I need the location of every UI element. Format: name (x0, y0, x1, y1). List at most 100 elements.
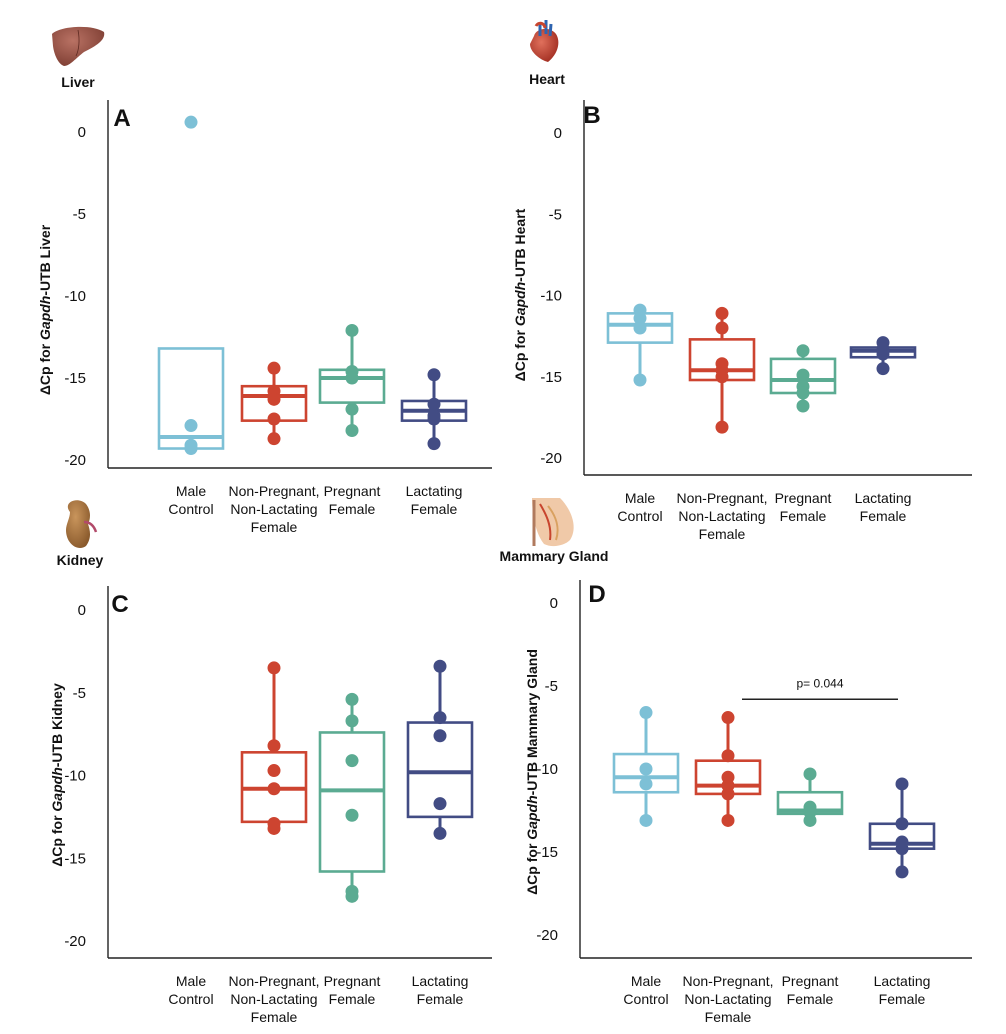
data-point (433, 797, 447, 811)
data-point (715, 420, 729, 434)
box (318, 731, 386, 873)
y-tick-label: -15 (540, 369, 562, 386)
x-tick-label: Male (625, 490, 656, 506)
x-tick-label: Male (631, 973, 662, 989)
x-tick-label: Control (168, 501, 213, 517)
data-point (267, 412, 281, 426)
x-tick-label: Pregnant (782, 973, 839, 989)
panel-letter: B (583, 102, 600, 129)
data-point (267, 432, 281, 446)
y-axis-title-suffix: -UTB Mammary Gland (524, 649, 540, 795)
y-axis-title-suffix: -UTB Kidney (49, 683, 65, 767)
y-tick-label: -5 (73, 685, 86, 702)
x-tick-label: Non-Lactating (230, 991, 317, 1007)
data-point (345, 323, 359, 337)
y-tick-label: -5 (545, 678, 558, 695)
x-tick-label: Pregnant (324, 973, 381, 989)
data-point (345, 423, 359, 437)
data-point (895, 842, 909, 856)
data-point (345, 371, 359, 385)
x-tick-label: Non-Pregnant, (228, 973, 319, 989)
data-point (715, 321, 729, 335)
kidney-icon (66, 500, 98, 549)
tissue-label: Kidney (57, 552, 104, 568)
x-tick-label: Female (860, 508, 907, 524)
data-point (184, 115, 198, 129)
data-point (895, 865, 909, 879)
data-point (639, 762, 653, 776)
data-point (427, 437, 441, 451)
y-axis-title-gene: Gapdh (524, 795, 540, 839)
y-axis-title-prefix: ΔCp for (37, 340, 53, 395)
x-tick-label: Non-Lactating (230, 501, 317, 517)
x-tick-label: Non-Pregnant, (682, 973, 773, 989)
x-tick-label: Control (623, 991, 668, 1007)
data-point (876, 347, 890, 361)
data-point (345, 402, 359, 416)
data-point (427, 397, 441, 411)
data-point (796, 368, 810, 382)
data-point (267, 392, 281, 406)
data-point (184, 442, 198, 456)
y-tick-label: 0 (554, 125, 562, 142)
y-axis-title: ΔCp for Gapdh-UTB Kidney (49, 683, 65, 867)
data-point (184, 419, 198, 433)
box (157, 347, 225, 450)
data-point (721, 711, 735, 725)
y-axis-title-prefix: ΔCp for (524, 840, 540, 895)
data-point (639, 813, 653, 827)
data-point (715, 370, 729, 384)
x-tick-label: Non-Pregnant, (676, 490, 767, 506)
x-tick-label: Female (780, 508, 827, 524)
x-tick-label: Male (176, 483, 207, 499)
data-point (633, 321, 647, 335)
data-point (267, 361, 281, 375)
data-point (345, 808, 359, 822)
data-point (633, 311, 647, 325)
x-tick-label: Pregnant (324, 483, 381, 499)
y-axis-title-gene: Gapdh (49, 767, 65, 811)
x-tick-label: Control (168, 991, 213, 1007)
x-tick-label: Lactating (855, 490, 912, 506)
x-tick-label: Non-Lactating (684, 991, 771, 1007)
data-point (433, 659, 447, 673)
x-tick-label: Female (417, 991, 464, 1007)
y-tick-label: -10 (64, 288, 86, 305)
y-tick-label: -5 (73, 206, 86, 223)
y-tick-label: 0 (78, 602, 86, 619)
x-tick-label: Lactating (412, 973, 469, 989)
y-axis-title-suffix: -UTB Liver (37, 224, 53, 295)
x-tick-label: Female (251, 1009, 298, 1025)
y-tick-label: -10 (536, 761, 558, 778)
data-point (267, 782, 281, 796)
panel-letter: D (588, 581, 605, 608)
y-tick-label: -15 (64, 850, 86, 867)
data-point (895, 817, 909, 831)
p-value-label: p= 0.044 (796, 676, 843, 690)
data-point (876, 362, 890, 376)
y-tick-label: -20 (536, 927, 558, 944)
panel-d-mammary-gland: Mammary Gland D 0 -5 -10 -15 -20 ΔCp for Gapdh-… (500, 548, 972, 1025)
x-tick-label: Female (329, 991, 376, 1007)
data-point (345, 754, 359, 768)
x-tick-label: Female (699, 526, 746, 542)
y-tick-label: -15 (64, 370, 86, 387)
y-tick-label: -10 (64, 768, 86, 785)
y-tick-label: -5 (549, 206, 562, 223)
x-tick-label: Non-Pregnant, (228, 483, 319, 499)
data-point (267, 764, 281, 778)
x-tick-label: Male (176, 973, 207, 989)
data-point (796, 344, 810, 358)
y-tick-label: -15 (536, 844, 558, 861)
mammary-gland-icon (532, 498, 574, 547)
x-tick-label: Female (787, 991, 834, 1007)
y-axis-title: ΔCp for Gapdh-UTB Mammary Gland (524, 649, 540, 895)
data-point (721, 749, 735, 763)
y-tick-label: 0 (550, 595, 558, 612)
x-tick-label: Female (879, 991, 926, 1007)
x-tick-label: Lactating (406, 483, 463, 499)
y-axis-title: ΔCp for Gapdh-UTB Liver (37, 224, 53, 395)
data-point (345, 692, 359, 706)
y-tick-label: -20 (64, 452, 86, 469)
